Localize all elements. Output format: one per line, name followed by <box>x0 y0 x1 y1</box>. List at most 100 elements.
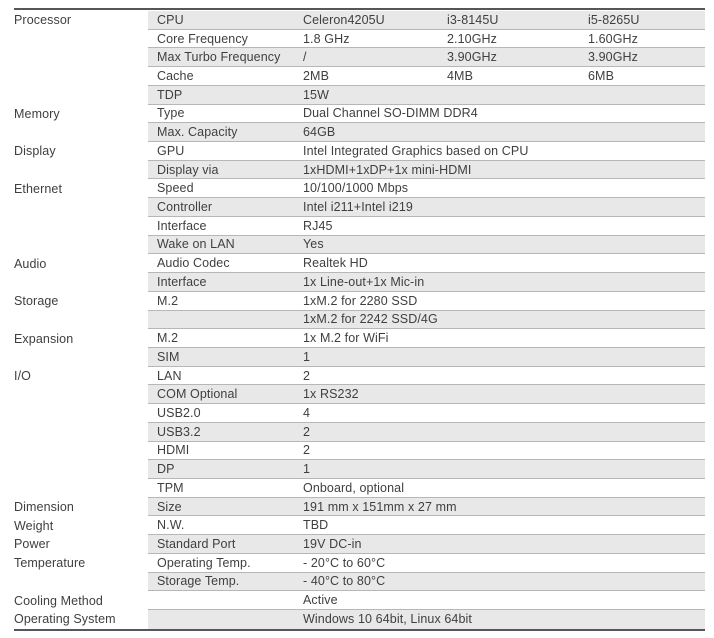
spec-value-cell: 4 <box>303 405 311 420</box>
spec-value-cell: RJ45 <box>303 218 333 233</box>
spec-area: Cache 2MB 4MB 6MB <box>148 67 705 86</box>
spec-name-cell: TDP <box>157 87 183 102</box>
spec-value-cell: - 40°C to 80°C <box>303 574 386 589</box>
spec-value-cell: 1.8 GHz <box>303 31 350 46</box>
category-cell: Power <box>14 535 148 554</box>
spec-name-cell: DP <box>157 462 175 477</box>
spec-area: Controller Intel i211+Intel i219 <box>148 198 705 217</box>
spec-area: CPU Celeron4205U i3-8145U i5-8265U <box>148 11 705 30</box>
spec-value-cell: 19V DC-in <box>303 536 362 551</box>
spec-value-cell: 2 <box>303 443 311 458</box>
category-cell <box>14 216 148 236</box>
spec-name-cell: Interface <box>157 274 207 289</box>
spec-area: Max Turbo Frequency / 3.90GHz 3.90GHz <box>148 48 705 68</box>
spec-name-cell <box>148 591 303 609</box>
category-cell <box>14 422 148 442</box>
spec-name-cell: Storage Temp. <box>157 574 240 589</box>
spec-name-cell: COM Optional <box>157 387 238 402</box>
table-row: 1xM.2 for 2242 SSD/4G <box>14 310 705 330</box>
category-cell <box>14 385 148 405</box>
table-row: Max. Capacity 64GB <box>14 123 705 143</box>
spec-name-cell: Core Frequency <box>157 31 249 46</box>
category-cell: Memory <box>14 104 148 124</box>
category-cell <box>14 273 148 292</box>
spec-name-cell: USB2.0 <box>157 405 201 420</box>
table-row: Processor CPU Celeron4205U i3-8145U i5-8265U <box>14 11 705 30</box>
table-row: Audio Audio Codec Realtek HD <box>14 254 705 274</box>
spec-area: TPM Onboard, optional <box>148 478 705 498</box>
spec-value-cell: 10/100/1000 Mbps <box>303 181 409 196</box>
category-cell <box>14 310 148 330</box>
table-row: TPM Onboard, optional <box>14 478 705 498</box>
spec-value-cell: / <box>303 50 307 65</box>
spec-area: Interface 1x Line-out+1x Mic-in <box>148 273 705 292</box>
spec-value-cell: 1x RS232 <box>303 387 359 402</box>
spec-area: DP 1 <box>148 460 705 479</box>
category-cell: Audio <box>14 254 148 274</box>
spec-name-cell: Audio Codec <box>157 256 230 271</box>
spec-area: USB2.0 4 <box>148 404 705 423</box>
spec-area: Active <box>148 591 705 610</box>
category-cell: Operating System <box>14 610 148 629</box>
spec-area: Max. Capacity 64GB <box>148 123 705 143</box>
spec-area: SIM 1 <box>148 347 705 367</box>
spec-area: LAN 2 <box>148 366 705 386</box>
category-cell <box>14 404 148 423</box>
spec-name-cell: M.2 <box>157 293 179 308</box>
category-cell <box>14 48 148 68</box>
table-row: Controller Intel i211+Intel i219 <box>14 198 705 217</box>
category-cell: Dimension <box>14 497 148 517</box>
spec-value-cell: 1 <box>303 349 311 364</box>
spec-name-cell: Operating Temp. <box>157 555 251 570</box>
table-row: Power Standard Port 19V DC-in <box>14 535 705 554</box>
table-row: USB3.2 2 <box>14 422 705 442</box>
category-cell: Processor <box>14 11 148 30</box>
spec-value-cell: 6MB <box>588 69 615 84</box>
table-row: Operating System Windows 10 64bit, Linux … <box>14 610 705 629</box>
table-row: Cooling Method Active <box>14 591 705 610</box>
spec-value-cell: 191 mm x 151mm x 27 mm <box>303 499 457 514</box>
spec-area: Size 191 mm x 151mm x 27 mm <box>148 497 705 517</box>
spec-name-cell: Max. Capacity <box>157 125 238 140</box>
table-row: Max Turbo Frequency / 3.90GHz 3.90GHz <box>14 48 705 68</box>
category-cell: Temperature <box>14 553 148 573</box>
spec-value-cell: 1xM.2 for 2280 SSD <box>303 293 418 308</box>
table-row: Weight N.W. TBD <box>14 516 705 536</box>
spec-name-cell: TPM <box>157 480 184 495</box>
spec-table: Processor CPU Celeron4205U i3-8145U i5-8265U… <box>14 8 705 631</box>
spec-area: Standard Port 19V DC-in <box>148 535 705 554</box>
spec-value-cell: 64GB <box>303 125 336 140</box>
spec-value-cell: 15W <box>303 87 330 102</box>
category-cell <box>14 67 148 86</box>
spec-value-cell: 2 <box>303 424 311 439</box>
spec-value-cell: Active <box>303 593 338 608</box>
table-row: Interface 1x Line-out+1x Mic-in <box>14 273 705 292</box>
category-cell: Cooling Method <box>14 591 148 610</box>
spec-value-cell: 3.90GHz <box>447 50 498 65</box>
spec-name-cell: HDMI <box>157 443 190 458</box>
spec-area: Operating Temp. - 20°C to 60°C <box>148 553 705 573</box>
spec-value-cell: 1x Line-out+1x Mic-in <box>303 274 425 289</box>
spec-value-cell: Celeron4205U <box>303 12 385 27</box>
table-row: Ethernet Speed 10/100/1000 Mbps <box>14 179 705 199</box>
spec-area: Audio Codec Realtek HD <box>148 254 705 274</box>
spec-name-cell: CPU <box>157 12 184 27</box>
spec-table-body: Processor CPU Celeron4205U i3-8145U i5-8265U… <box>14 11 705 629</box>
spec-name-cell: Interface <box>157 218 207 233</box>
spec-area: TDP 15W <box>148 85 705 105</box>
spec-area: COM Optional 1x RS232 <box>148 385 705 405</box>
table-row: Storage M.2 1xM.2 for 2280 SSD <box>14 291 705 311</box>
spec-name-cell: Type <box>157 106 185 121</box>
spec-name-cell: LAN <box>157 368 182 383</box>
table-row: Core Frequency 1.8 GHz 2.10GHz 1.60GHz <box>14 29 705 49</box>
spec-area: Core Frequency 1.8 GHz 2.10GHz 1.60GHz <box>148 29 705 49</box>
category-cell: I/O <box>14 366 148 386</box>
spec-name-cell: USB3.2 <box>157 424 201 439</box>
category-cell <box>14 572 148 592</box>
table-row: Cache 2MB 4MB 6MB <box>14 67 705 86</box>
table-row: COM Optional 1x RS232 <box>14 385 705 405</box>
category-cell <box>14 29 148 49</box>
spec-area: M.2 1x M.2 for WiFi <box>148 329 705 348</box>
category-cell: Weight <box>14 516 148 536</box>
spec-value-cell: 1xHDMI+1xDP+1x mini-HDMI <box>303 162 472 177</box>
